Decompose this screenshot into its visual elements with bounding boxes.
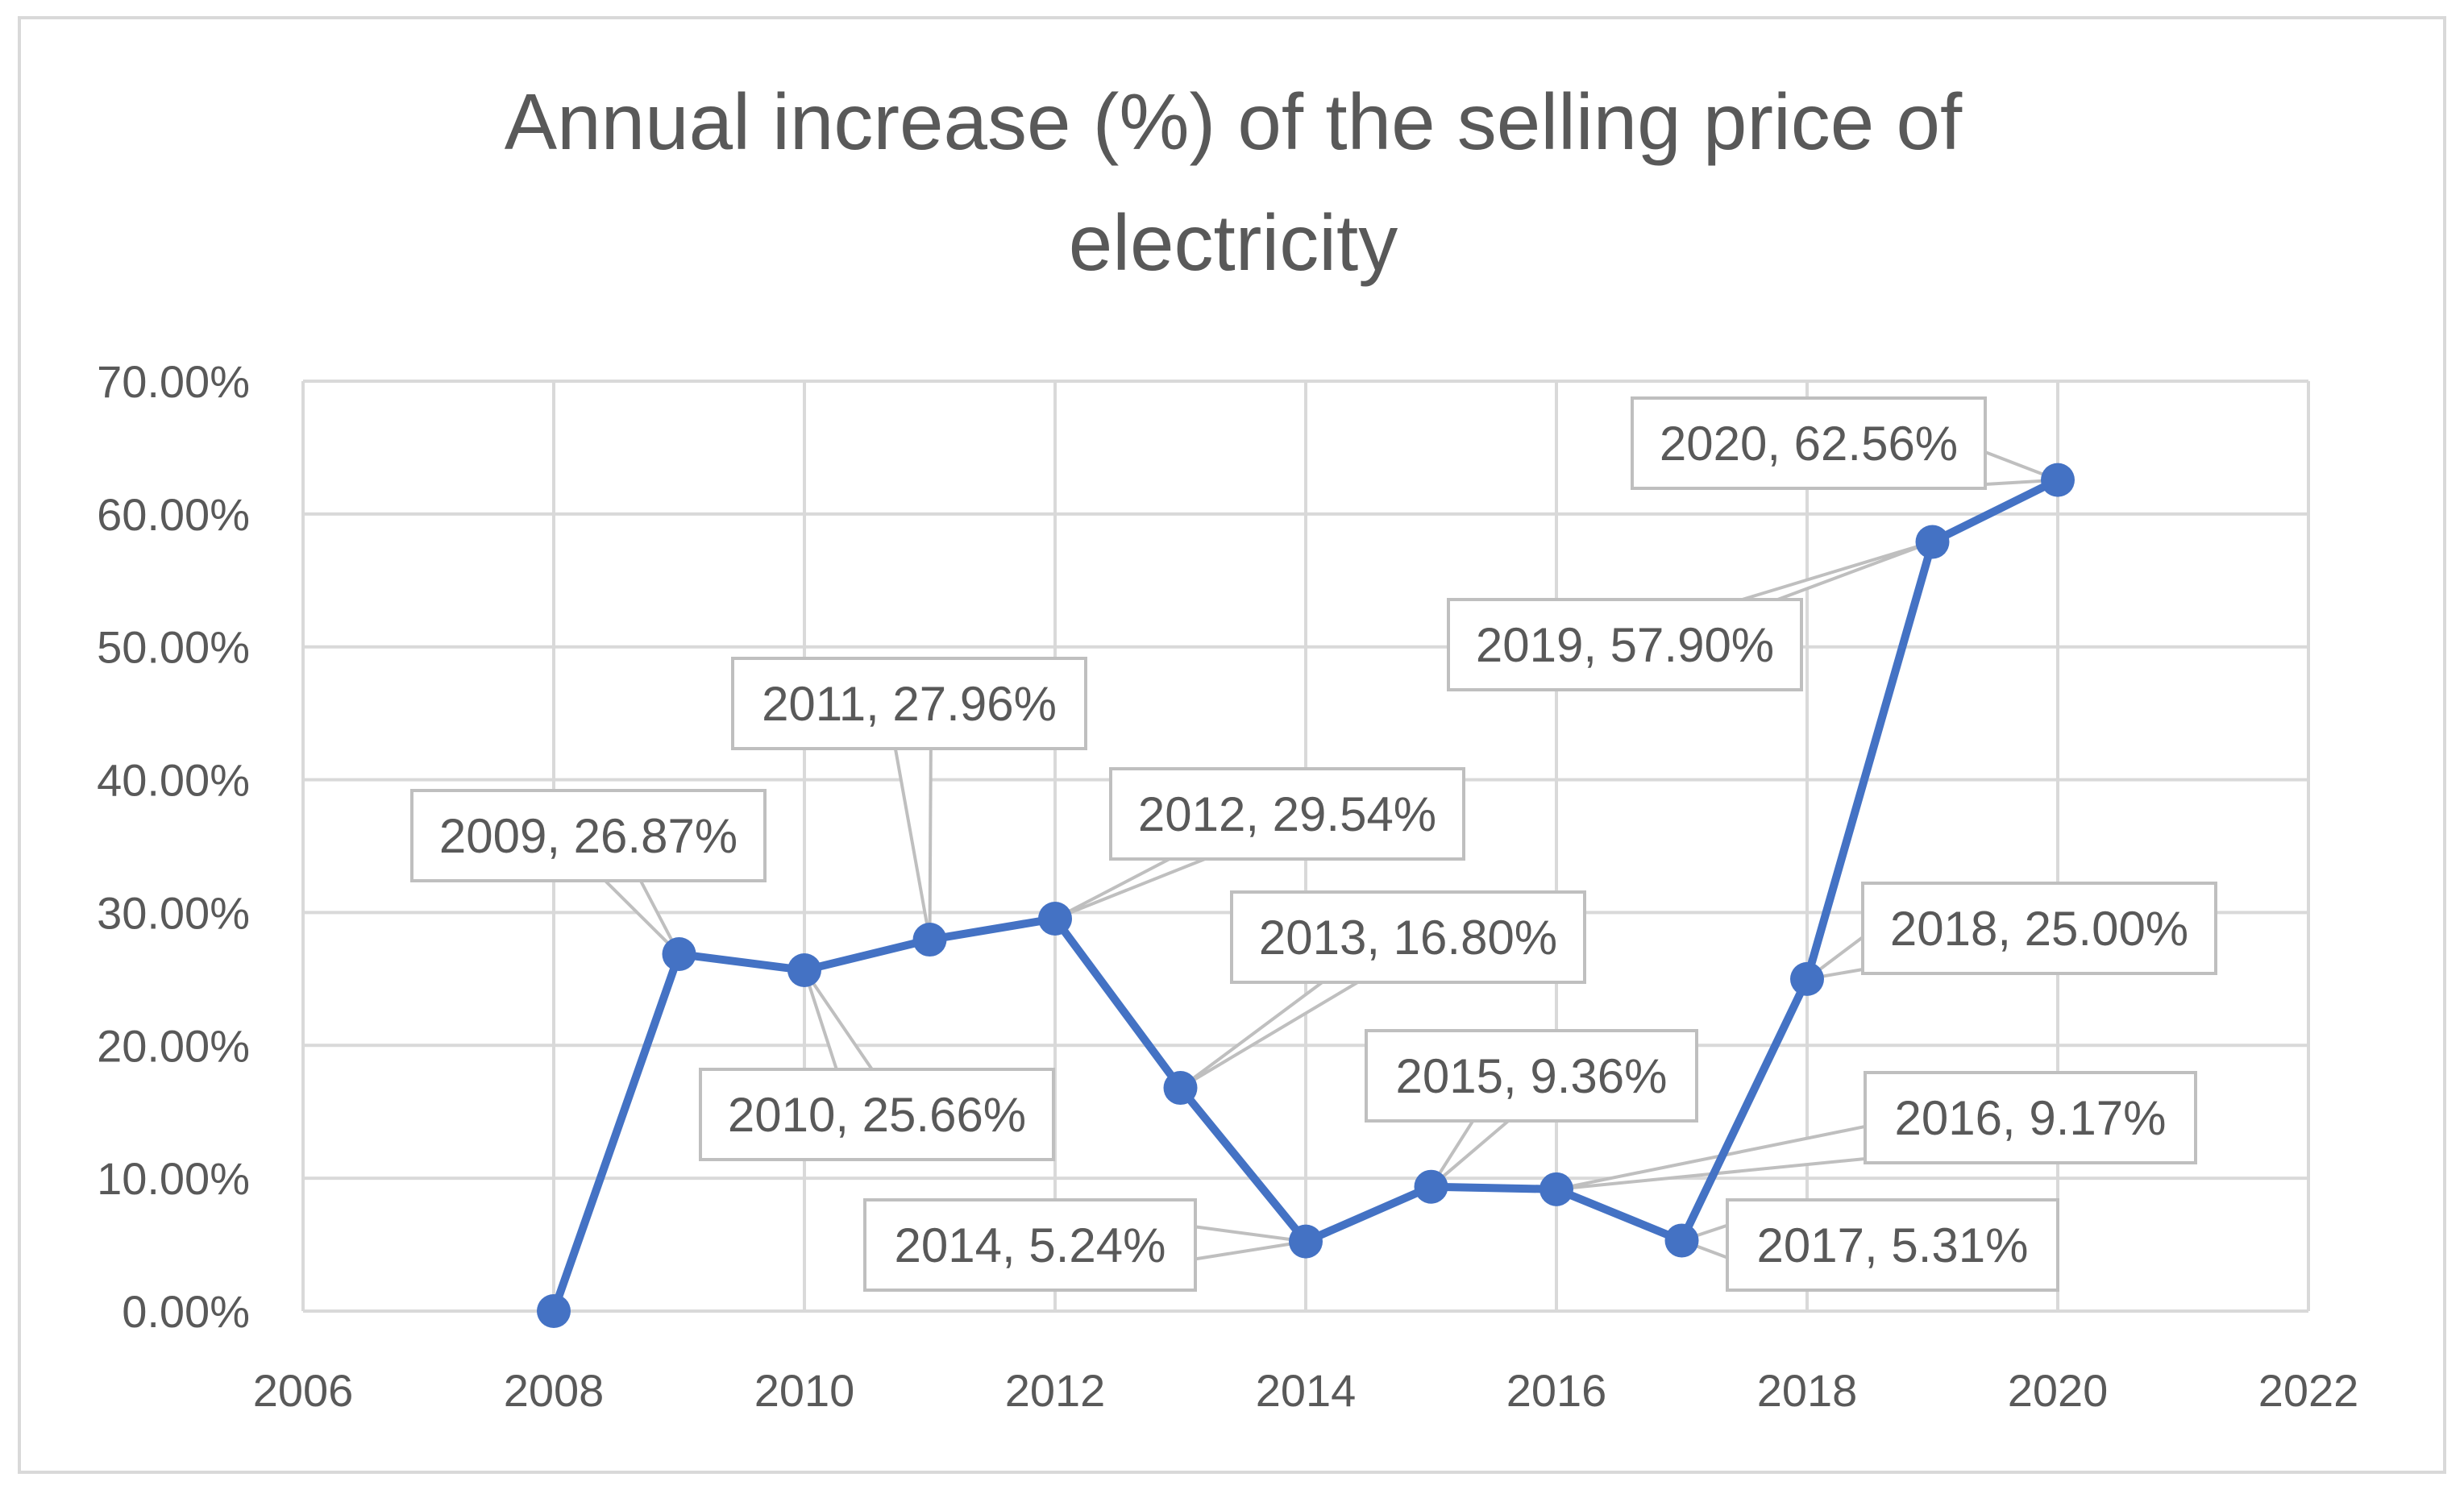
data-label: 2012, 29.54% bbox=[1109, 767, 1465, 861]
data-point bbox=[787, 952, 821, 987]
data-label: 2015, 9.36% bbox=[1365, 1029, 1698, 1123]
x-tick-label: 2010 bbox=[754, 1365, 855, 1416]
data-label-text: 2020, 62.56% bbox=[1660, 417, 1958, 471]
data-label-text: 2012, 29.54% bbox=[1138, 787, 1436, 841]
data-point bbox=[2041, 463, 2075, 497]
data-label-box bbox=[699, 1068, 1055, 1161]
data-point bbox=[1790, 961, 1824, 996]
data-label-text: 2010, 25.66% bbox=[728, 1088, 1026, 1142]
data-label-text: 2017, 5.31% bbox=[1757, 1218, 2029, 1272]
data-series bbox=[537, 463, 2075, 1328]
data-point bbox=[1664, 1223, 1699, 1258]
data-label: 2009, 26.87% bbox=[410, 789, 767, 882]
data-label: 2017, 5.31% bbox=[1726, 1198, 2059, 1292]
y-tick-label: 60.00% bbox=[97, 489, 250, 540]
data-point bbox=[662, 937, 696, 972]
x-tick-label: 2008 bbox=[504, 1365, 605, 1416]
data-label-text: 2019, 57.90% bbox=[1476, 618, 1774, 672]
data-label-box bbox=[1861, 882, 2217, 975]
data-point bbox=[1915, 525, 1950, 559]
y-tick-label: 50.00% bbox=[97, 622, 250, 673]
data-point bbox=[1038, 902, 1072, 936]
data-label-text: 2018, 25.00% bbox=[1890, 902, 2188, 956]
data-label-text: 2013, 16.80% bbox=[1259, 911, 1557, 965]
data-label: 2019, 57.90% bbox=[1447, 598, 1803, 691]
data-label-box bbox=[1447, 598, 1803, 691]
data-label-box bbox=[1631, 396, 1987, 490]
x-tick-label: 2014 bbox=[1256, 1365, 1357, 1416]
y-tick-label: 10.00% bbox=[97, 1153, 250, 1204]
data-label-text: 2015, 9.36% bbox=[1396, 1049, 1668, 1103]
x-tick-label: 2016 bbox=[1506, 1365, 1607, 1416]
data-label: 2010, 25.66% bbox=[699, 1068, 1055, 1161]
x-tick-label: 2018 bbox=[1757, 1365, 1858, 1416]
data-point bbox=[912, 923, 947, 957]
data-label: 2013, 16.80% bbox=[1230, 890, 1586, 984]
y-tick-label: 70.00% bbox=[97, 356, 250, 407]
data-label-text: 2016, 9.17% bbox=[1895, 1091, 2167, 1145]
y-tick-label: 0.00% bbox=[122, 1286, 250, 1337]
data-label-box bbox=[731, 657, 1087, 750]
y-tick-label: 30.00% bbox=[97, 887, 250, 938]
data-point bbox=[1539, 1172, 1573, 1206]
chart-title-line-2: electricity bbox=[1069, 198, 1398, 287]
data-label: 2020, 62.56% bbox=[1631, 396, 1987, 490]
data-label-box bbox=[1864, 1071, 2197, 1164]
chart-title-line-1: Annual increase (%) of the selling price… bbox=[505, 77, 1963, 166]
data-label-box bbox=[1230, 890, 1586, 984]
data-point bbox=[1289, 1224, 1323, 1259]
data-point bbox=[1414, 1169, 1448, 1204]
x-tick-label: 2012 bbox=[1005, 1365, 1106, 1416]
x-tick-label: 2022 bbox=[2258, 1365, 2359, 1416]
data-label-text: 2011, 27.96% bbox=[762, 677, 1057, 731]
y-tick-label: 20.00% bbox=[97, 1020, 250, 1071]
x-tick-label: 2020 bbox=[2008, 1365, 2109, 1416]
data-label-box bbox=[1726, 1198, 2059, 1292]
data-label-box bbox=[1109, 767, 1465, 861]
data-label-box bbox=[863, 1198, 1197, 1292]
data-label-box bbox=[410, 789, 767, 882]
data-label: 2014, 5.24% bbox=[863, 1198, 1197, 1292]
y-axis: 0.00% 10.00% 20.00% 30.00% 40.00% 50.00% 60.00… bbox=[97, 356, 250, 1337]
y-tick-label: 40.00% bbox=[97, 755, 250, 806]
data-label: 2011, 27.96% bbox=[731, 657, 1087, 750]
x-axis: 2006 2008 2010 2012 2014 2016 2018 2020 2022 bbox=[253, 1365, 2359, 1416]
data-label: 2016, 9.17% bbox=[1864, 1071, 2197, 1164]
x-tick-label: 2006 bbox=[253, 1365, 354, 1416]
data-point bbox=[1163, 1071, 1198, 1106]
data-label: 2018, 25.00% bbox=[1861, 882, 2217, 975]
data-labels: 2009, 26.87% 2010, 25.66% 2011, 27.96% 2012… bbox=[410, 396, 2217, 1292]
data-label-text: 2014, 5.24% bbox=[895, 1218, 1166, 1272]
data-point bbox=[537, 1294, 571, 1328]
data-label-text: 2009, 26.87% bbox=[439, 809, 738, 863]
data-label-box bbox=[1365, 1029, 1698, 1123]
